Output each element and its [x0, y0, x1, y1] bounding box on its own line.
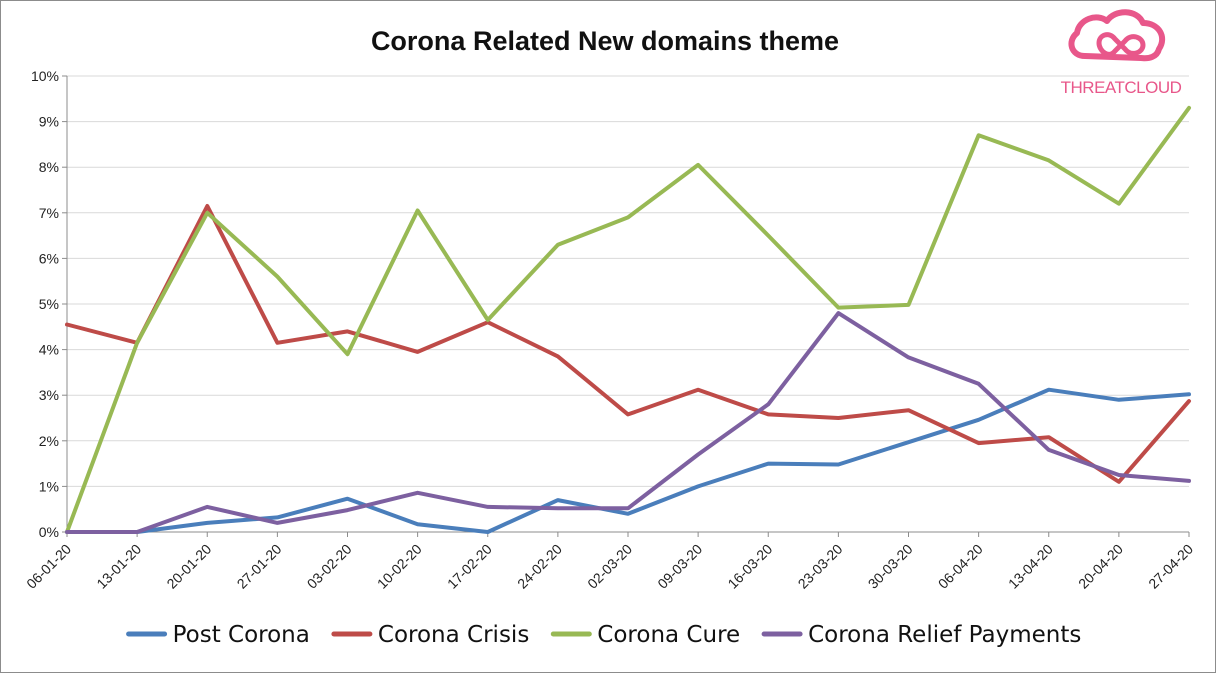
x-tick-label: 30-03-20: [865, 541, 916, 592]
y-tick-label: 7%: [39, 205, 59, 221]
x-tick-label: 06-04-20: [935, 541, 986, 592]
legend-item: Corona Cure: [550, 622, 740, 648]
x-tick-label: 27-01-20: [234, 541, 285, 592]
x-tick-label: 27-04-20: [1145, 541, 1196, 592]
y-tick-label: 6%: [39, 250, 59, 266]
x-tick-label: 13-01-20: [93, 541, 144, 592]
legend-label: Post Corona: [173, 622, 310, 648]
legend: Post Corona Corona Crisis Corona Cure Coron…: [126, 622, 1081, 648]
legend-label: Corona Cure: [597, 622, 740, 648]
x-tick-label: 13-04-20: [1005, 541, 1056, 592]
legend-item: Corona Crisis: [331, 622, 529, 648]
x-tick-label: 06-01-20: [23, 541, 74, 592]
series-line-post-corona: [65, 387, 1191, 534]
legend-item: Post Corona: [126, 622, 310, 648]
x-tick-label: 20-01-20: [163, 541, 214, 592]
x-tick-label: 16-03-20: [724, 541, 775, 592]
y-tick-label: 2%: [39, 433, 59, 449]
x-tick-label: 17-02-20: [444, 541, 495, 592]
x-tick-label: 09-03-20: [654, 541, 705, 592]
x-tick-label: 23-03-20: [795, 541, 846, 592]
y-tick-label: 3%: [39, 387, 59, 403]
gridlines: [67, 75, 1189, 487]
y-tick-label: 5%: [39, 296, 59, 312]
x-tick-label: 02-03-20: [584, 541, 635, 592]
chart-title: Corona Related New domains theme: [371, 26, 839, 56]
legend-label: Corona Relief Payments: [808, 622, 1081, 648]
logo-text: THREATCLOUD: [1061, 78, 1182, 97]
threatcloud-logo: THREATCLOUD: [1061, 9, 1182, 97]
x-tick-label: 24-02-20: [514, 541, 565, 592]
y-tick-label: 8%: [39, 159, 59, 175]
series-line-corona-crisis: [65, 204, 1191, 484]
x-tick-label: 10-02-20: [374, 541, 425, 592]
y-tick-label: 9%: [39, 114, 59, 130]
x-tick-label: 03-02-20: [304, 541, 355, 592]
x-tick-label: 20-04-20: [1075, 541, 1126, 592]
y-tick-label: 4%: [39, 342, 59, 358]
series-line-corona-relief-payments: [65, 311, 1191, 534]
legend-label: Corona Crisis: [378, 622, 529, 648]
legend-item: Corona Relief Payments: [761, 622, 1081, 648]
y-axis: 0% 1% 2% 3% 4% 5% 6% 7% 8% 9% 10%: [31, 68, 68, 540]
cloud-infinity-icon: [1068, 9, 1166, 62]
series-line-corona-cure: [65, 105, 1191, 534]
y-tick-label: 10%: [31, 68, 59, 84]
y-tick-label: 0%: [39, 524, 59, 540]
y-tick-label: 1%: [39, 478, 59, 494]
x-axis: 06-01-20 13-01-20 20-01-20 27-01-20 03-02-20…: [23, 531, 1196, 592]
series-lines: [65, 105, 1191, 534]
